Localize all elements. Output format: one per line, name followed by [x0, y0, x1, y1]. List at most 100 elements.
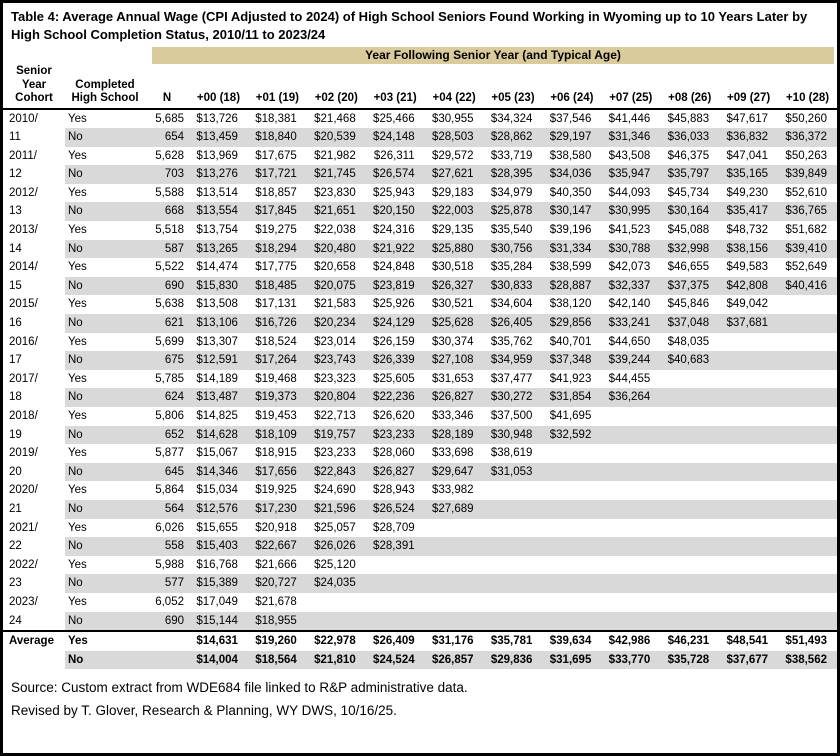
cohort-cell: 18 [9, 391, 22, 404]
average-row: No $14,004 $18,564 $21,810 $24,524 $26,857 $29… [3, 650, 837, 670]
wage-cell: $33,698 [431, 447, 474, 460]
wage-cell: $33,346 [431, 410, 474, 422]
wage-cell [542, 537, 602, 556]
wage-cell: $13,514 [196, 186, 238, 199]
wage-cell [719, 499, 779, 519]
wage-cell: $37,500 [490, 410, 533, 422]
wage-cell: $41,446 [608, 112, 651, 125]
wage-cell: $37,681 [719, 314, 779, 333]
wage-cell [542, 519, 601, 538]
completed-cell: Yes [68, 372, 87, 385]
wage-cell [424, 574, 484, 593]
wage-cell: $50,260 [785, 112, 827, 125]
wage-cell [542, 574, 602, 593]
wage-cell: $19,373 [247, 388, 307, 407]
wage-cell: $35,762 [490, 335, 533, 348]
wage-cell: $25,878 [483, 202, 543, 222]
cohort-row: 12 No 703 $13,276 $17,721 $21,745 $26,574 $27,6… [3, 165, 837, 184]
n-cell: 5,699 [155, 335, 184, 348]
wage-cell: $18,381 [255, 112, 297, 125]
wage-cell: $15,389 [189, 574, 248, 593]
cohort-row: 2017/Yes 5,785 $14,189 $19,468 $23,323 $25,60… [3, 370, 837, 389]
wage-cell: $36,765 [778, 202, 837, 222]
wage-cell: $20,480 [306, 239, 366, 259]
wage-cell: $46,231 [660, 630, 720, 651]
completed-cell: Yes [68, 261, 87, 274]
wage-cell [601, 556, 660, 575]
wage-cell: $17,775 [255, 261, 297, 274]
wage-cell: $25,880 [424, 239, 484, 259]
wage-cell: $49,042 [726, 298, 769, 311]
wage-cell [660, 370, 719, 389]
wage-cell: $30,272 [483, 388, 543, 407]
n-cell: 668 [145, 202, 189, 222]
col-header-wage: +04 (22) [432, 92, 476, 104]
wage-cell [484, 556, 543, 575]
wage-cell: $23,233 [314, 447, 356, 460]
n-cell: 5,877 [155, 447, 184, 460]
completed-cell: No [65, 611, 145, 632]
wage-cell [719, 333, 778, 352]
n-cell: 654 [145, 128, 189, 147]
cohort-cell: 2020/ [9, 484, 38, 497]
wage-cell: $14,628 [189, 425, 248, 445]
wage-cell: $38,599 [549, 261, 592, 274]
cohort-cell: 11 [9, 131, 21, 144]
cohort-cell: 15 [9, 279, 22, 292]
wage-cell: $15,403 [189, 537, 248, 556]
wage-cell: $38,120 [549, 298, 592, 311]
wage-cell: $36,264 [601, 388, 661, 407]
wage-cell [719, 537, 779, 556]
cohort-cell: 2013/ [9, 224, 38, 237]
wage-cell [719, 444, 778, 463]
wage-cell [719, 481, 778, 500]
cohort-row: 23 No 577 $15,389 $20,727 $24,035 [3, 574, 837, 593]
wage-cell: $19,453 [255, 410, 297, 422]
cohort-cell: 2015/ [9, 298, 38, 311]
n-cell: 5,988 [155, 558, 184, 571]
n-cell: 690 [145, 276, 189, 296]
completed-cell: No [65, 165, 145, 184]
wage-cell: $13,265 [189, 239, 248, 259]
wage-cell: $37,348 [542, 351, 602, 370]
wage-cell: $12,576 [189, 499, 248, 519]
cohort-row: 2022/Yes 5,988 $16,768 $21,666 $25,120 [3, 556, 837, 575]
wage-cell: $38,619 [490, 447, 533, 460]
wage-cell: $20,804 [306, 388, 366, 407]
cohort-row: 20 No 645 $14,346 $17,656 $22,843 $26,827 $29,6… [3, 462, 837, 482]
wage-cell: $20,150 [365, 202, 425, 222]
wage-cell: $35,540 [490, 224, 533, 237]
completed-cell: Yes [68, 149, 87, 162]
wage-cell: $18,840 [247, 128, 307, 147]
wage-cell: $21,745 [306, 165, 366, 184]
wage-cell: $33,770 [601, 650, 661, 670]
wage-cell [660, 425, 720, 445]
n-cell: 5,806 [155, 410, 184, 422]
wage-cell: $29,572 [431, 149, 474, 162]
wage-cell: $18,109 [247, 425, 307, 445]
wage-cell: $17,721 [247, 165, 307, 184]
cohort-cell: 23 [9, 577, 22, 590]
wage-cell: $34,959 [483, 351, 543, 370]
wage-cell: $32,998 [660, 239, 720, 259]
cohort-cell: 2017/ [9, 372, 38, 385]
completed-cell: No [65, 650, 145, 670]
wage-cell: $31,334 [542, 239, 602, 259]
wage-cell: $33,719 [490, 149, 533, 162]
wage-cell: $29,647 [424, 462, 484, 482]
cohort-cell: 2018/ [9, 410, 38, 422]
completed-cell: Yes [68, 224, 87, 237]
wage-cell: $13,276 [189, 165, 248, 184]
wage-cell [660, 499, 720, 519]
wage-cell: $18,955 [247, 611, 307, 632]
wage-cell: $31,053 [483, 462, 543, 482]
wage-cell: $13,487 [189, 388, 248, 407]
n-cell: 621 [145, 314, 189, 333]
wage-cell: $27,689 [424, 499, 484, 519]
wage-cell: $34,604 [490, 298, 533, 311]
wage-cell: $46,655 [667, 261, 710, 274]
cohort-cell: Average [3, 630, 65, 651]
wage-cell [660, 537, 720, 556]
cohort-row: 17 No 675 $12,591 $17,264 $23,743 $26,339 $27,1… [3, 351, 837, 370]
wage-cell: $13,554 [189, 202, 248, 222]
